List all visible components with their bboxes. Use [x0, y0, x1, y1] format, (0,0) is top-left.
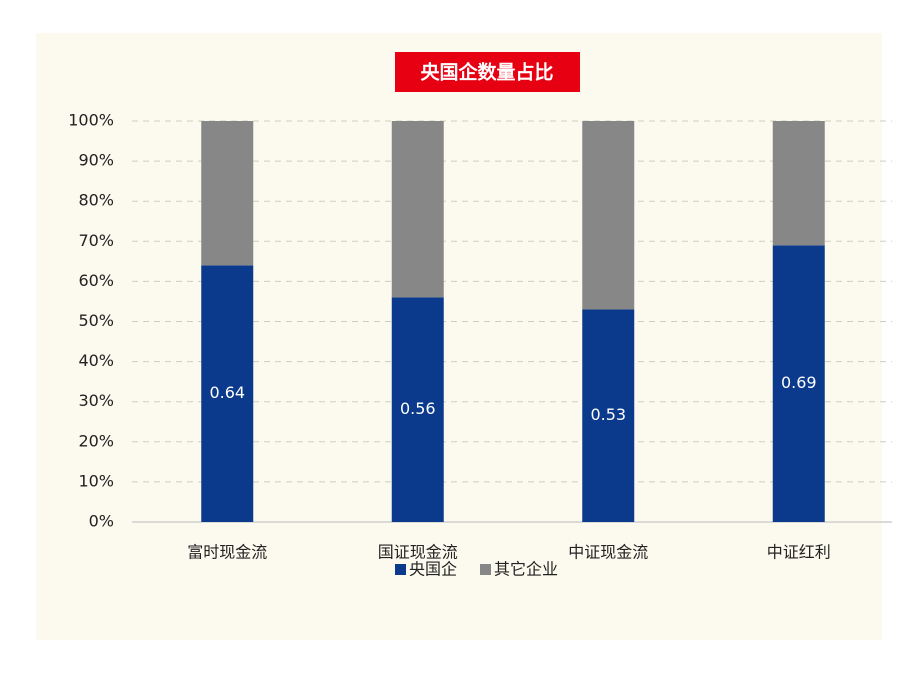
- y-tick-label: 20%: [78, 431, 114, 450]
- y-tick-label: 50%: [78, 311, 114, 330]
- x-tick-label: 中证红利: [767, 543, 831, 562]
- y-tick-label: 0%: [89, 512, 114, 531]
- y-tick-label: 70%: [78, 231, 114, 250]
- data-label: 0.53: [590, 405, 626, 424]
- bar-segment: [391, 121, 444, 298]
- bar-segment: [772, 121, 825, 246]
- bar-segment: [201, 121, 254, 266]
- y-tick-label: 40%: [78, 351, 114, 370]
- bar-segment: [391, 297, 444, 522]
- bar-segment: [772, 245, 825, 522]
- y-tick-label: 100%: [68, 111, 114, 130]
- y-tick-label: 90%: [78, 151, 114, 170]
- data-label: 0.64: [209, 383, 245, 402]
- legend-swatch: [395, 564, 406, 575]
- bar-segment: [582, 121, 635, 310]
- y-tick-label: 30%: [78, 391, 114, 410]
- data-label: 0.69: [781, 373, 817, 392]
- legend-label: 其它企业: [494, 560, 558, 579]
- title-box: [395, 52, 580, 92]
- bar-segment: [582, 309, 635, 522]
- bar-segment: [201, 265, 254, 522]
- y-tick-label: 10%: [78, 471, 114, 490]
- y-tick-label: 80%: [78, 191, 114, 210]
- panel: [36, 33, 882, 640]
- chart-title: 央国企数量占比: [420, 61, 553, 84]
- x-tick-label: 中证现金流: [568, 543, 648, 562]
- data-label: 0.56: [400, 399, 436, 418]
- x-tick-label: 国证现金流: [378, 543, 458, 562]
- legend-swatch: [480, 564, 491, 575]
- legend-label: 央国企: [409, 560, 457, 579]
- y-tick-label: 60%: [78, 271, 114, 290]
- x-tick-label: 富时现金流: [187, 543, 267, 562]
